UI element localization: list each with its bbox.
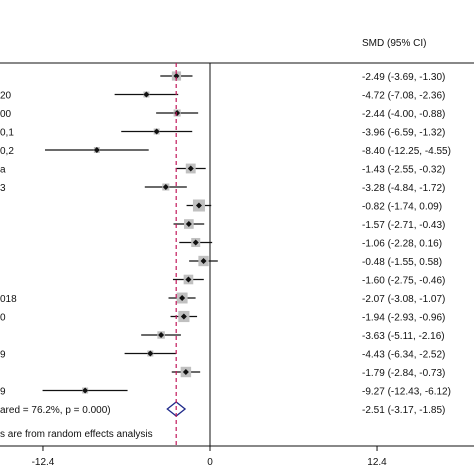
point-estimate-marker <box>180 313 187 320</box>
study-label: 0,2 <box>0 146 14 157</box>
study-label: 00 <box>0 109 12 120</box>
footnote: s are from random effects analysis <box>0 429 153 440</box>
study-row: -1.60 (-2.75, -0.46) <box>172 274 445 287</box>
point-estimate-marker <box>200 258 207 264</box>
ci-value-text: -1.43 (-2.55, -0.32) <box>362 165 445 176</box>
study-label: 018 <box>0 294 17 305</box>
study-row: -3.63 (-5.11, -2.16) <box>141 331 445 342</box>
ci-value-text: -1.06 (-2.28, 0.16) <box>362 239 442 250</box>
point-estimate-marker <box>192 239 199 246</box>
study-row: -1.79 (-2.84, -0.73) <box>171 366 445 379</box>
point-estimate-marker <box>162 184 169 190</box>
x-tick-label: -12.4 <box>32 457 55 468</box>
study-label: 3 <box>0 183 6 194</box>
ci-value-text: -8.40 (-12.25, -4.55) <box>362 146 451 157</box>
ci-value-text: -3.63 (-5.11, -2.16) <box>362 331 445 342</box>
study-label: 0 <box>0 313 6 324</box>
point-estimate-marker <box>182 369 189 375</box>
ci-value-text: -1.79 (-2.84, -0.73) <box>362 368 445 379</box>
study-label: 0,1 <box>0 128 14 139</box>
overall-ci-value-text: -2.51 (-3.17, -1.85) <box>362 405 445 416</box>
study-row: -0.48 (-1.55, 0.58) <box>189 255 442 268</box>
ci-value-text: -1.57 (-2.71, -0.43) <box>362 220 445 231</box>
ci-value-text: -0.82 (-1.74, 0.09) <box>362 202 442 213</box>
x-tick-label: 12.4 <box>367 457 387 468</box>
study-row: -1.06 (-2.28, 0.16) <box>179 237 442 250</box>
ci-value-text: -1.94 (-2.93, -0.96) <box>362 313 445 324</box>
ci-value-text: -2.07 (-3.08, -1.07) <box>362 294 445 305</box>
study-row: -1.57 (-2.71, -0.43) <box>173 219 445 231</box>
ci-value-text: -0.48 (-1.55, 0.58) <box>362 257 442 268</box>
study-label: a <box>0 165 6 176</box>
point-estimate-marker <box>93 147 100 153</box>
point-estimate-marker <box>153 128 160 135</box>
study-row: 0,1 -3.96 (-6.59, -1.32) <box>0 128 445 139</box>
point-estimate-marker <box>185 221 192 227</box>
study-row: -0.82 (-1.74, 0.09) <box>186 199 442 213</box>
study-row: 20 -4.72 (-7.08, -2.36) <box>0 91 445 102</box>
study-row: 3 -3.28 (-4.84, -1.72) <box>0 183 445 194</box>
study-row: 0,2 -8.40 (-12.25, -4.55) <box>0 146 451 157</box>
point-estimate-marker <box>158 332 165 338</box>
x-axis-ticks: -12.4 0 12.4 <box>32 446 387 468</box>
ci-value-text: -9.27 (-12.43, -6.12) <box>362 387 451 398</box>
study-rows: -2.49 (-3.69, -1.30) 20 -4.72 (-7.08, -2.3… <box>0 71 451 398</box>
ci-value-text: -2.44 (-4.00, -0.88) <box>362 109 445 120</box>
ci-value-text: -2.49 (-3.69, -1.30) <box>362 72 445 83</box>
ci-value-text: -1.60 (-2.75, -0.46) <box>362 276 445 287</box>
study-label: 9 <box>0 387 6 398</box>
ci-value-text: -3.96 (-6.59, -1.32) <box>362 128 445 139</box>
point-estimate-marker <box>147 350 154 357</box>
study-row: 018 -2.07 (-3.08, -1.07) <box>0 292 445 305</box>
study-row: a -1.43 (-2.55, -0.32) <box>0 163 445 176</box>
study-row: 00 -2.44 (-4.00, -0.88) <box>0 109 445 120</box>
ci-value-text: -4.72 (-7.08, -2.36) <box>362 91 445 102</box>
study-label: 20 <box>0 91 12 102</box>
study-row: -2.49 (-3.69, -1.30) <box>160 71 445 83</box>
ci-value-text: -4.43 (-6.34, -2.52) <box>362 350 445 361</box>
study-label: 9 <box>0 350 6 361</box>
overall-label: ared = 76.2%, p = 0.000) <box>0 405 111 416</box>
study-row: 9 -9.27 (-12.43, -6.12) <box>0 387 451 398</box>
point-estimate-marker <box>185 276 192 283</box>
point-estimate-marker <box>187 165 194 172</box>
x-tick-label: 0 <box>207 457 213 468</box>
point-estimate-marker <box>195 202 202 209</box>
ci-column-header: SMD (95% CI) <box>362 38 426 49</box>
ci-value-text: -3.28 (-4.84, -1.72) <box>362 183 445 194</box>
point-estimate-marker <box>143 91 150 98</box>
point-estimate-marker <box>179 295 186 301</box>
point-estimate-marker <box>173 73 180 79</box>
overall-row: ared = 76.2%, p = 0.000) -2.51 (-3.17, -1… <box>0 401 445 417</box>
study-row: 9 -4.43 (-6.34, -2.52) <box>0 350 445 361</box>
point-estimate-marker <box>82 387 89 394</box>
study-row: 0 -1.94 (-2.93, -0.96) <box>0 310 445 324</box>
